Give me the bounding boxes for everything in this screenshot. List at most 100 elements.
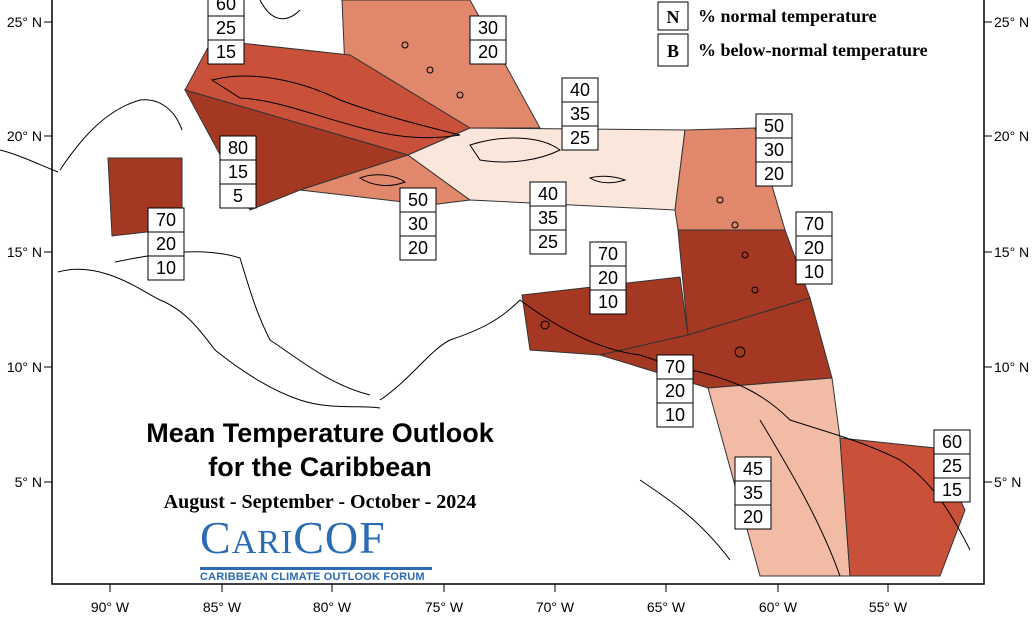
prob-cell bbox=[219, 135, 257, 161]
prob-cell bbox=[399, 235, 437, 261]
yucatan-coast bbox=[59, 99, 183, 171]
lon-label: 80° W bbox=[313, 599, 352, 615]
prob-value: 60 bbox=[942, 432, 962, 452]
prob-value: 20 bbox=[665, 381, 685, 401]
prob-box-abc-islands: 70 20 10 bbox=[589, 241, 627, 315]
legend: N % normal temperature B % below-normal … bbox=[657, 1, 928, 67]
prob-value: 20 bbox=[804, 238, 824, 258]
prob-cell bbox=[219, 183, 257, 209]
island bbox=[731, 221, 739, 229]
prob-cell bbox=[529, 229, 567, 255]
lat-label: 5° N bbox=[15, 474, 42, 490]
prob-value: 20 bbox=[156, 234, 176, 254]
logo-word-part1: C bbox=[200, 512, 232, 563]
island bbox=[741, 251, 749, 259]
prob-value: 20 bbox=[478, 42, 498, 62]
prob-value: 40 bbox=[570, 80, 590, 100]
prob-cell bbox=[561, 125, 599, 151]
prob-cell bbox=[561, 101, 599, 127]
prob-value: 20 bbox=[598, 268, 618, 288]
lat-label: 25° N bbox=[7, 14, 42, 30]
prob-cell bbox=[795, 211, 833, 237]
prob-value: 5 bbox=[233, 186, 243, 206]
prob-cell bbox=[795, 259, 833, 285]
prob-value: 25 bbox=[942, 456, 962, 476]
island bbox=[401, 41, 409, 49]
prob-value: 20 bbox=[743, 507, 763, 527]
prob-value: 60 bbox=[216, 0, 236, 14]
prob-box-belize: 70 20 10 bbox=[147, 207, 185, 281]
legend-key-label: N bbox=[667, 7, 680, 27]
prob-box-suriname: 60 25 15 bbox=[933, 429, 971, 503]
lat-label: 20° N bbox=[7, 128, 42, 144]
lon-label: 65° W bbox=[647, 599, 686, 615]
prob-cell bbox=[755, 161, 793, 187]
prob-value: 10 bbox=[598, 292, 618, 312]
prob-box-leeward: 50 30 20 bbox=[755, 113, 793, 187]
map-title-line1: Mean Temperature Outlook bbox=[146, 418, 494, 448]
prob-value: 40 bbox=[538, 184, 558, 204]
prob-cell bbox=[755, 137, 793, 163]
logo-word-part2: ARI bbox=[231, 524, 294, 561]
prob-value: 50 bbox=[408, 190, 428, 210]
lat-label: 20° N bbox=[994, 128, 1029, 144]
florida-coast bbox=[259, 0, 301, 20]
prob-value: 45 bbox=[743, 459, 763, 479]
prob-cell bbox=[147, 231, 185, 257]
central-america-coast bbox=[57, 268, 381, 409]
legend-text: % below-normal temperature bbox=[698, 40, 928, 60]
prob-cell bbox=[399, 187, 437, 213]
prob-cell bbox=[734, 480, 772, 506]
longitude-axis: 90° W 85° W 80° W 75° W 70° W 65° W 60° W 55° W bbox=[91, 584, 908, 615]
prob-cell bbox=[399, 211, 437, 237]
island bbox=[540, 320, 550, 330]
island bbox=[456, 91, 464, 99]
prob-cell bbox=[656, 402, 694, 428]
map-title-line2: for the Caribbean bbox=[208, 452, 432, 482]
lat-label: 5° N bbox=[994, 474, 1021, 490]
lat-label: 15° N bbox=[7, 244, 42, 260]
logo-subtitle: CARIBBEAN CLIMATE OUTLOOK FORUM bbox=[200, 571, 425, 583]
latitude-axis: 25° N 25° N 20° N 20° N 15° N 15° N 10° N 10° N… bbox=[7, 14, 1029, 490]
lon-label: 90° W bbox=[91, 599, 130, 615]
lat-label: 25° N bbox=[994, 14, 1029, 30]
prob-box-trinidad: 70 20 10 bbox=[656, 354, 694, 428]
prob-value: 50 bbox=[764, 116, 784, 136]
prob-value: 10 bbox=[156, 258, 176, 278]
legend-key-label: B bbox=[667, 41, 679, 61]
probability-boxes: 3020602515801554035255030204035257020105… bbox=[147, 0, 971, 530]
lon-label: 75° W bbox=[425, 599, 464, 615]
prob-value: 10 bbox=[665, 405, 685, 425]
prob-box-hispaniola-south: 40 35 25 bbox=[529, 181, 567, 255]
prob-value: 35 bbox=[538, 208, 558, 228]
island bbox=[751, 286, 759, 294]
prob-box-windward: 70 20 10 bbox=[795, 211, 833, 285]
prob-cell bbox=[207, 39, 245, 65]
lon-label: 70° W bbox=[536, 599, 575, 615]
prob-cell bbox=[529, 205, 567, 231]
lat-label: 10° N bbox=[7, 359, 42, 375]
prob-cell bbox=[656, 354, 694, 380]
lon-label: 55° W bbox=[869, 599, 908, 615]
lon-label: 85° W bbox=[203, 599, 242, 615]
prob-value: 80 bbox=[228, 138, 248, 158]
lat-label: 15° N bbox=[994, 244, 1029, 260]
cuba-outline bbox=[210, 75, 461, 139]
prob-box-hispaniola-north: 40 35 25 bbox=[561, 77, 599, 151]
prob-cell bbox=[589, 289, 627, 315]
guyana-interior bbox=[759, 419, 841, 577]
island bbox=[716, 196, 724, 204]
prob-box-cuba-west: 60 25 15 bbox=[207, 0, 245, 65]
prob-value: 30 bbox=[478, 18, 498, 38]
prob-value: 15 bbox=[216, 42, 236, 62]
logo-word-part3: COF bbox=[293, 512, 386, 563]
prob-cell bbox=[589, 241, 627, 267]
prob-box-cuba-central: 80 15 5 bbox=[219, 135, 257, 209]
prob-box-jamaica: 50 30 20 bbox=[399, 187, 437, 261]
prob-value: 25 bbox=[538, 232, 558, 252]
prob-cell bbox=[933, 477, 971, 503]
prob-value: 70 bbox=[804, 214, 824, 234]
gulf-coast bbox=[0, 149, 59, 173]
prob-value: 70 bbox=[156, 210, 176, 230]
